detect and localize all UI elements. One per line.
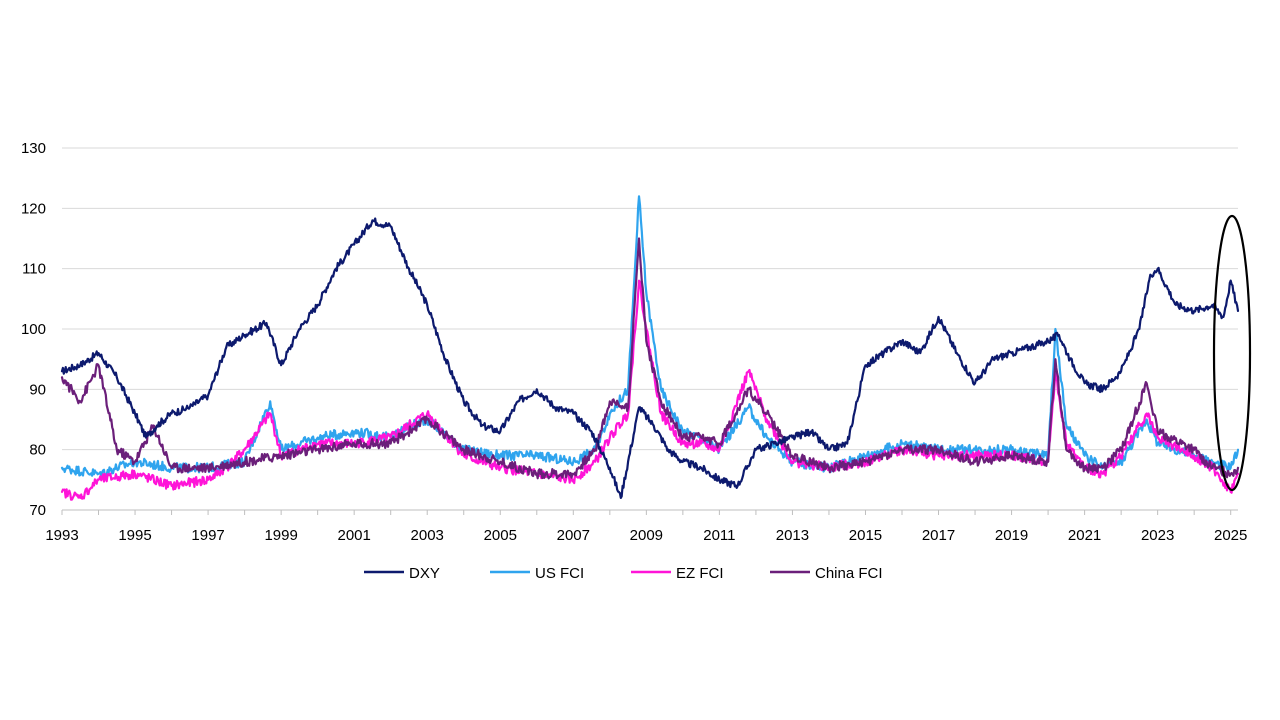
y-tick-label: 80 bbox=[29, 442, 46, 459]
highlight-annotation bbox=[1212, 214, 1252, 492]
x-tick-label: 2009 bbox=[630, 527, 663, 544]
x-tick-label: 1995 bbox=[118, 527, 151, 544]
x-tick-label: 2013 bbox=[776, 527, 809, 544]
x-tick-label: 2023 bbox=[1141, 527, 1174, 544]
series-line-dxy bbox=[60, 217, 1240, 499]
legend-item: DXY bbox=[364, 565, 440, 582]
legend-item: US FCI bbox=[490, 565, 584, 582]
y-axis-tick-labels: 70 80 90 100 110 120 130 bbox=[21, 140, 46, 519]
y-tick-label: 90 bbox=[29, 381, 46, 398]
series-line-china-fci bbox=[60, 237, 1240, 480]
legend: DXY US FCI EZ FCI China FCI bbox=[364, 565, 883, 582]
x-tick-label: 2025 bbox=[1214, 527, 1247, 544]
legend-item: EZ FCI bbox=[631, 565, 724, 582]
x-tick-label: 1993 bbox=[45, 527, 78, 544]
legend-label: US FCI bbox=[535, 565, 584, 582]
legend-label: EZ FCI bbox=[676, 565, 724, 582]
highlight-ellipse bbox=[1212, 214, 1252, 492]
legend-item: China FCI bbox=[770, 565, 883, 582]
x-tick-label: 2011 bbox=[703, 527, 735, 544]
x-tick-label: 2019 bbox=[995, 527, 1028, 544]
legend-label: DXY bbox=[409, 565, 440, 582]
series-lines bbox=[60, 195, 1240, 501]
x-tick-label: 2015 bbox=[849, 527, 882, 544]
x-tick-label: 2007 bbox=[557, 527, 590, 544]
x-tick-label: 2003 bbox=[411, 527, 444, 544]
x-tick-label: 2005 bbox=[484, 527, 517, 544]
series-line-ez-fci bbox=[60, 279, 1240, 501]
y-tick-label: 130 bbox=[21, 140, 46, 157]
x-tick-label: 2001 bbox=[337, 527, 370, 544]
y-tick-label: 120 bbox=[21, 200, 46, 217]
x-tick-label: 1997 bbox=[191, 527, 224, 544]
y-tick-label: 110 bbox=[22, 261, 46, 278]
y-tick-label: 100 bbox=[21, 321, 46, 338]
y-tick-label: 70 bbox=[29, 502, 46, 519]
x-axis: 1993 1995 1997 1999 2001 2003 2005 2007 2009 2011… bbox=[45, 509, 1247, 544]
x-tick-label: 1999 bbox=[264, 527, 297, 544]
legend-label: China FCI bbox=[815, 565, 883, 582]
x-tick-label: 2017 bbox=[922, 527, 955, 544]
x-tick-label: 2021 bbox=[1068, 527, 1101, 544]
